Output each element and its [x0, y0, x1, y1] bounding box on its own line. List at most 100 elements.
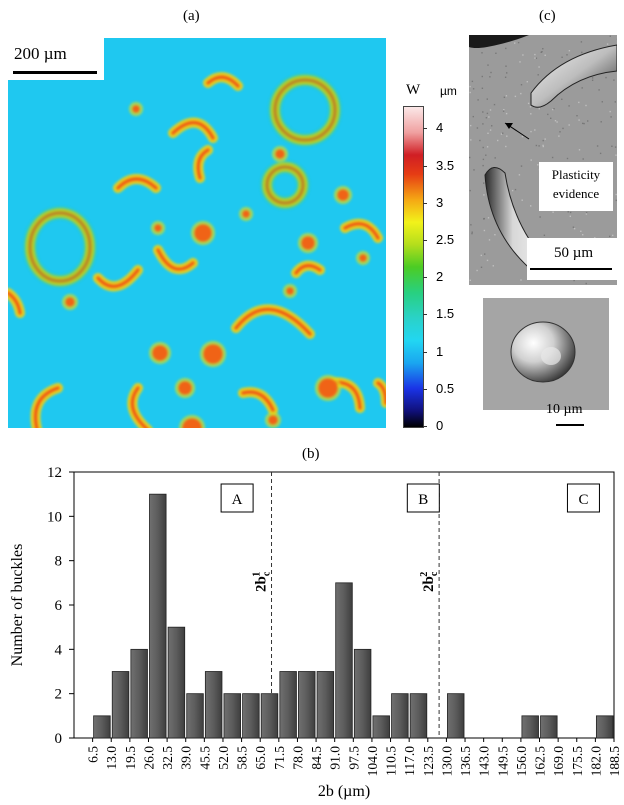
- sem-texture-speck: [494, 234, 496, 236]
- sem-texture-speck: [511, 189, 514, 192]
- sem-texture-speck: [591, 77, 594, 79]
- x-tick-label: 19.5: [123, 746, 138, 770]
- sem-texture-speck: [573, 228, 576, 230]
- sem-texture-speck: [538, 66, 540, 68]
- sem-texture-speck: [582, 122, 584, 125]
- x-tick-label: 188.5: [607, 746, 622, 777]
- x-tick-label: 52.0: [216, 746, 231, 770]
- sem-texture-speck: [562, 127, 564, 130]
- colorbar-tick-label: 3: [436, 194, 444, 210]
- sem-texture-speck: [526, 81, 528, 83]
- deflection-arc-core: [130, 386, 149, 428]
- sem-texture-speck: [470, 224, 472, 226]
- sem-texture-speck: [613, 79, 615, 81]
- plasticity-annotation-line1: Plasticity: [551, 167, 601, 182]
- sem-texture-speck: [561, 98, 563, 100]
- sem-texture-speck: [611, 145, 613, 147]
- sem-texture-speck: [601, 101, 603, 103]
- sem-texture-speck: [615, 193, 617, 196]
- sem-texture-speck: [542, 144, 544, 147]
- sem-texture-speck: [469, 279, 471, 281]
- sem-texture-speck: [534, 129, 536, 131]
- histogram-bar: [447, 693, 465, 739]
- sem-texture-speck: [610, 116, 612, 118]
- histogram-bar: [409, 693, 428, 739]
- x-tick-label: 84.5: [309, 746, 324, 770]
- sem-texture-speck: [480, 254, 482, 257]
- sem-texture-speck: [520, 279, 522, 281]
- deflection-arc-core: [156, 248, 195, 272]
- x-tick-label: 45.5: [197, 746, 212, 770]
- colorbar-title: W: [406, 82, 421, 98]
- x-tick-label: 6.5: [86, 746, 101, 763]
- deflection-arc-core: [206, 75, 240, 88]
- sem-texture-speck: [544, 138, 546, 140]
- scalebar-c2-label: 10 µm: [546, 402, 583, 417]
- sem-texture-speck: [566, 54, 568, 56]
- sem-texture-speck: [487, 132, 489, 134]
- scalebar-c1-background: [527, 238, 617, 280]
- deflection-arc-core: [171, 120, 215, 140]
- sem-texture-speck: [539, 216, 541, 218]
- sem-texture-speck: [505, 145, 507, 148]
- sem-texture-speck: [493, 103, 496, 106]
- panel-label-b: (b): [302, 446, 320, 462]
- sem-texture-speck: [609, 235, 611, 238]
- x-axis-title: 2b (µm): [318, 783, 370, 800]
- sem-texture-speck: [587, 120, 589, 122]
- threshold-label-sup: 1: [252, 572, 263, 577]
- histogram-bar: [149, 493, 167, 739]
- sem-texture-speck: [578, 101, 580, 104]
- x-tick-label: 110.5: [384, 746, 399, 776]
- sem-texture-speck: [553, 108, 555, 110]
- sem-texture-speck: [547, 113, 549, 116]
- deflection-dot: [337, 189, 349, 201]
- sem-texture-speck: [521, 135, 524, 138]
- deflection-dot: [268, 415, 278, 425]
- colorbar-tick-label: 0.5: [436, 380, 455, 396]
- scalebar-c1-label: 50 µm: [554, 245, 594, 261]
- sem-texture-speck: [482, 111, 484, 113]
- sem-texture-speck: [566, 157, 569, 160]
- sem-texture-speck: [485, 117, 488, 119]
- sem-texture-speck: [520, 92, 522, 95]
- deflection-dot: [301, 236, 315, 250]
- sem-texture-speck: [534, 57, 536, 59]
- sem-texture-speck: [471, 231, 473, 233]
- sem-texture-speck: [598, 89, 600, 91]
- sem-texture-speck: [578, 149, 581, 151]
- deflection-dot: [359, 254, 367, 262]
- sem-texture-speck: [476, 269, 478, 272]
- sem-texture-speck: [522, 54, 524, 56]
- y-tick-label: 8: [55, 554, 63, 570]
- deflection-dot: [132, 105, 140, 113]
- sem-texture-speck: [487, 217, 490, 219]
- deflection-arc-core: [294, 263, 322, 275]
- sem-texture-speck: [477, 99, 479, 101]
- sem-texture-speck: [486, 259, 489, 262]
- sem-texture-speck: [551, 156, 554, 159]
- sem-texture-speck: [530, 130, 532, 133]
- sem-texture-speck: [492, 265, 494, 267]
- sem-texture-speck: [609, 35, 611, 37]
- histogram-bar: [186, 693, 204, 739]
- threshold-label-base: 2b: [421, 576, 437, 592]
- sem-texture-speck: [572, 226, 575, 228]
- sem-texture-speck: [502, 132, 504, 134]
- sem-texture-speck: [599, 152, 602, 155]
- sem-texture-speck: [541, 51, 543, 53]
- sem-texture-speck: [506, 135, 508, 137]
- deflection-arc-core: [343, 221, 380, 240]
- sem-texture-speck: [481, 52, 483, 54]
- sem-texture-speck: [505, 65, 507, 67]
- sem-texture-speck: [542, 145, 544, 148]
- deflection-arc-core: [8, 291, 22, 315]
- deflection-ring-halo: [268, 73, 342, 147]
- panel-label-a: (a): [183, 8, 200, 24]
- sem-texture-speck: [615, 154, 617, 156]
- sem-texture-speck: [486, 98, 488, 100]
- sem-texture-speck: [489, 76, 491, 78]
- sem-texture-speck: [487, 64, 489, 66]
- histogram-bar: [595, 715, 614, 739]
- sem-texture-speck: [550, 117, 552, 119]
